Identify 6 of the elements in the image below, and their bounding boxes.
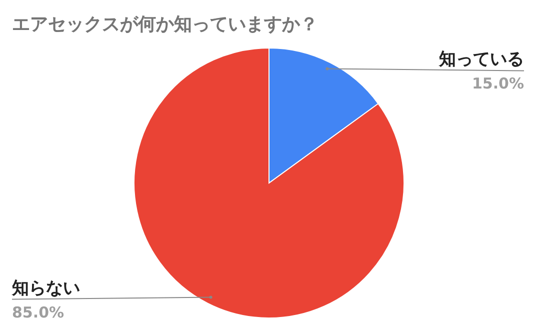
- pie-slice: [134, 48, 404, 318]
- chart-title: エアセックスが何か知っていますか？: [12, 14, 318, 35]
- slice-label: 知っている: [438, 50, 524, 70]
- slice-label: 知らない: [11, 278, 80, 298]
- data-label: 15.0%: [472, 74, 524, 93]
- data-label: 85.0%: [12, 303, 64, 322]
